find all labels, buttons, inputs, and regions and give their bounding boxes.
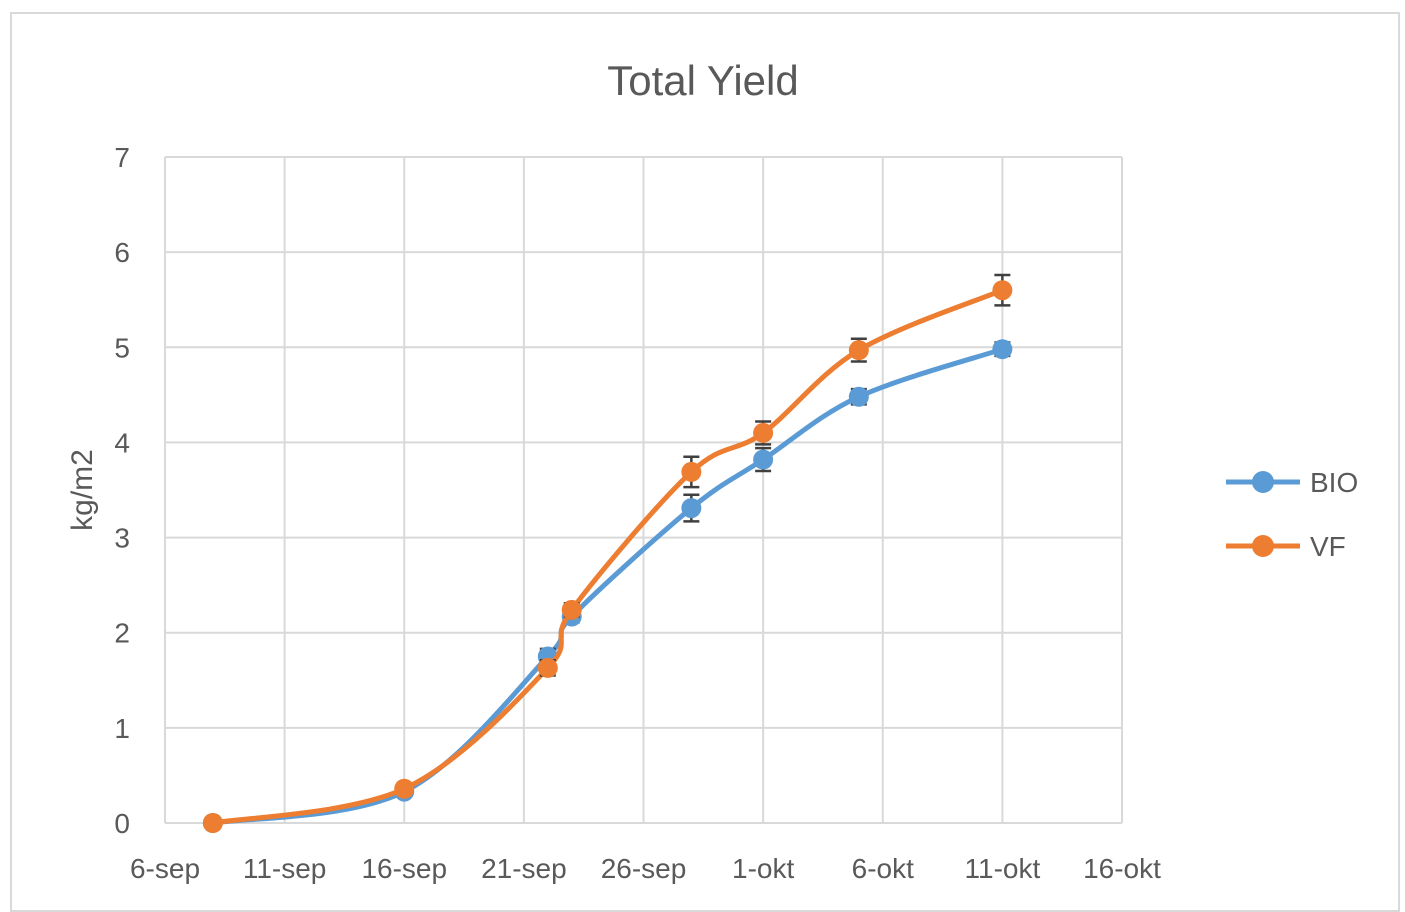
series-vf <box>202 273 1013 833</box>
x-tick-label: 16-okt <box>1083 853 1161 884</box>
grid <box>164 156 1123 824</box>
data-point <box>753 449 774 470</box>
series-bio <box>202 339 1013 833</box>
data-point <box>681 461 702 482</box>
y-tick-label: 2 <box>114 618 130 649</box>
data-point <box>537 657 558 678</box>
x-tick-label: 21-sep <box>481 853 567 884</box>
data-point <box>848 386 869 407</box>
legend[interactable]: BIO VF <box>1226 467 1358 562</box>
y-tick-label: 7 <box>114 142 130 173</box>
chart-title: Total Yield <box>607 57 798 104</box>
y-tick-label: 1 <box>114 713 130 744</box>
data-point <box>848 340 869 361</box>
data-point <box>202 813 223 833</box>
x-tick-label: 16-sep <box>361 853 447 884</box>
legend-item-vf[interactable]: VF <box>1226 531 1346 562</box>
y-tick-label: 3 <box>114 523 130 554</box>
x-tick-label: 1-okt <box>732 853 794 884</box>
series <box>202 273 1013 833</box>
legend-item-bio[interactable]: BIO <box>1226 467 1358 498</box>
x-tick-label: 11-sep <box>243 853 327 884</box>
legend-label: VF <box>1310 531 1346 562</box>
series-line <box>212 346 1004 826</box>
data-point <box>681 498 702 519</box>
x-tick-label: 6-okt <box>852 853 914 884</box>
legend-marker <box>1252 471 1274 493</box>
x-tick-label: 11-okt <box>965 853 1041 884</box>
y-tick-label: 6 <box>114 237 130 268</box>
y-tick-label: 4 <box>114 427 130 458</box>
data-point <box>561 599 582 620</box>
legend-marker <box>1252 535 1274 557</box>
legend-label: BIO <box>1310 467 1358 498</box>
data-point <box>394 778 415 799</box>
y-axis-title: kg/m2 <box>66 449 99 531</box>
data-point <box>992 339 1013 360</box>
data-point <box>753 422 774 443</box>
x-tick-label: 6-sep <box>130 853 200 884</box>
series-line <box>212 287 1004 826</box>
y-tick-label: 0 <box>114 808 130 839</box>
axes: 0 1 2 3 4 5 6 7 6-sep 11-sep 16-sep 21-sep 26-sep 1-o… <box>114 142 1161 884</box>
y-tick-label: 5 <box>114 332 130 363</box>
data-point <box>992 280 1013 301</box>
x-tick-label: 26-sep <box>601 853 687 884</box>
